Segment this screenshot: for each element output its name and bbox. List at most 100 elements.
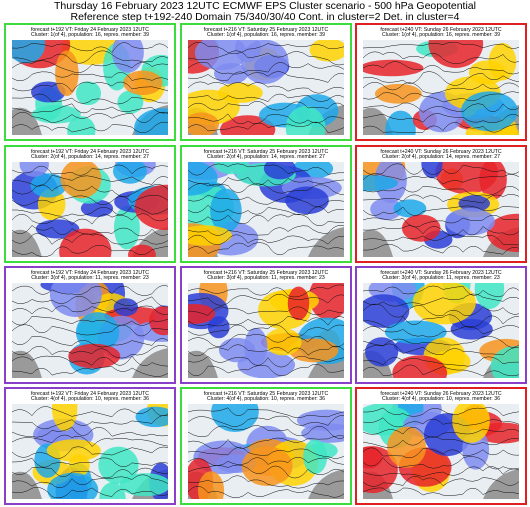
panel-forecast: forecast t+240 VT: Sunday 26 February 20…	[380, 27, 502, 33]
contour	[363, 82, 519, 94]
anomaly-area	[207, 316, 230, 339]
contour	[188, 71, 344, 83]
anomaly-area	[479, 162, 507, 200]
anomaly-area	[460, 91, 518, 132]
contour	[12, 406, 168, 418]
anomaly-area	[217, 82, 263, 103]
contour	[363, 91, 519, 103]
contour	[12, 93, 168, 105]
anomaly-area	[363, 175, 398, 192]
contour	[363, 234, 519, 246]
panel-forecast: forecast t+240 VT: Sunday 26 February 20…	[380, 270, 502, 276]
anomaly-area	[113, 205, 140, 250]
panel-forecast: forecast t+192 VT: Friday 24 February 20…	[30, 149, 150, 155]
cluster-panel: forecast t+216 VT: Saturday 25 February …	[180, 23, 352, 141]
anomaly-area	[363, 446, 383, 469]
anomaly-area	[363, 294, 410, 328]
contour	[363, 293, 519, 307]
panel-forecast: forecast t+192 VT: Friday 24 February 20…	[30, 27, 150, 33]
contour	[363, 456, 519, 470]
cluster-panel: forecast t+240 VT: Sunday 26 February 20…	[355, 387, 527, 505]
title-line: Reference step t+192-240 Domain 75/340/3…	[70, 11, 460, 23]
contour	[188, 61, 344, 75]
contour	[12, 426, 168, 438]
contour	[188, 306, 344, 316]
contour	[363, 225, 519, 236]
panel-cluster: Cluster: 4(of 4), population: 10, repres…	[207, 396, 325, 402]
anomaly-area	[75, 312, 120, 353]
anomaly-area	[60, 162, 102, 199]
map	[363, 283, 519, 378]
contour	[363, 324, 519, 338]
map	[363, 40, 519, 135]
anomaly-area	[36, 425, 80, 444]
anomaly-area	[188, 303, 216, 324]
contour	[12, 233, 168, 245]
map	[12, 283, 168, 378]
anomaly-area	[385, 110, 416, 135]
anomaly-area	[244, 327, 268, 366]
contour	[188, 41, 344, 54]
contour	[363, 343, 519, 356]
contour	[188, 333, 344, 348]
contour	[363, 417, 519, 428]
contour	[12, 467, 168, 479]
anomaly-area	[401, 214, 441, 242]
contour	[363, 426, 519, 438]
title-line: Thursday 16 February 2023 12UTC ECMWF EP…	[54, 0, 476, 12]
contour	[188, 183, 344, 196]
contour	[363, 335, 519, 348]
anomaly-area	[445, 207, 495, 236]
contour	[363, 163, 519, 176]
contour	[188, 121, 344, 134]
contour	[363, 314, 519, 328]
contour	[12, 345, 168, 359]
cluster-panel: forecast t+240 VT: Sunday 26 February 20…	[355, 266, 527, 384]
contour	[363, 214, 519, 228]
anomaly-area	[393, 199, 427, 218]
anomaly-area	[428, 40, 484, 68]
anomaly-area	[123, 70, 163, 96]
map	[188, 162, 344, 257]
contour	[188, 225, 344, 236]
panel-forecast: forecast t+192 VT: Friday 24 February 20…	[30, 270, 150, 276]
contour	[188, 486, 344, 499]
anomaly-area	[68, 343, 121, 369]
map	[188, 40, 344, 135]
contour	[188, 204, 344, 216]
contour	[363, 466, 519, 477]
contour	[12, 103, 168, 114]
contour	[12, 316, 168, 326]
anomaly-area	[308, 283, 344, 320]
panel-cluster: Cluster: 2(of 4), population: 14, repres…	[31, 154, 149, 160]
panel-forecast: forecast t+216 VT: Saturday 25 February …	[203, 391, 329, 397]
anomaly-area	[75, 81, 102, 106]
anomaly-area	[47, 472, 99, 499]
anomaly-area	[67, 116, 96, 135]
land	[12, 348, 168, 378]
contour	[12, 457, 168, 468]
panel-cluster: Cluster: 1(of 4), population: 16, repres…	[207, 32, 325, 38]
contour	[188, 294, 344, 306]
anomaly-area	[285, 186, 329, 215]
cluster-panel: forecast t+192 VT: Friday 24 February 20…	[4, 266, 176, 384]
contour	[188, 435, 344, 449]
anomaly-area	[264, 328, 302, 356]
panel-forecast: forecast t+192 VT: Friday 24 February 20…	[30, 391, 150, 397]
map	[188, 404, 344, 499]
contour	[188, 194, 344, 207]
anomaly-area	[194, 40, 247, 71]
contour	[12, 244, 168, 257]
contour	[363, 102, 519, 113]
anomaly-area	[197, 471, 225, 499]
panel-cluster: Cluster: 2(of 4), population: 14, repres…	[382, 154, 500, 160]
anomaly-area	[31, 81, 66, 103]
contour	[363, 205, 519, 216]
contour	[363, 407, 519, 417]
contour	[188, 324, 344, 338]
contour	[12, 60, 168, 73]
anomaly-area	[59, 228, 112, 257]
anomaly-area	[188, 225, 233, 246]
contour	[188, 425, 344, 439]
cluster-panel: forecast t+192 VT: Friday 24 February 20…	[4, 145, 176, 263]
